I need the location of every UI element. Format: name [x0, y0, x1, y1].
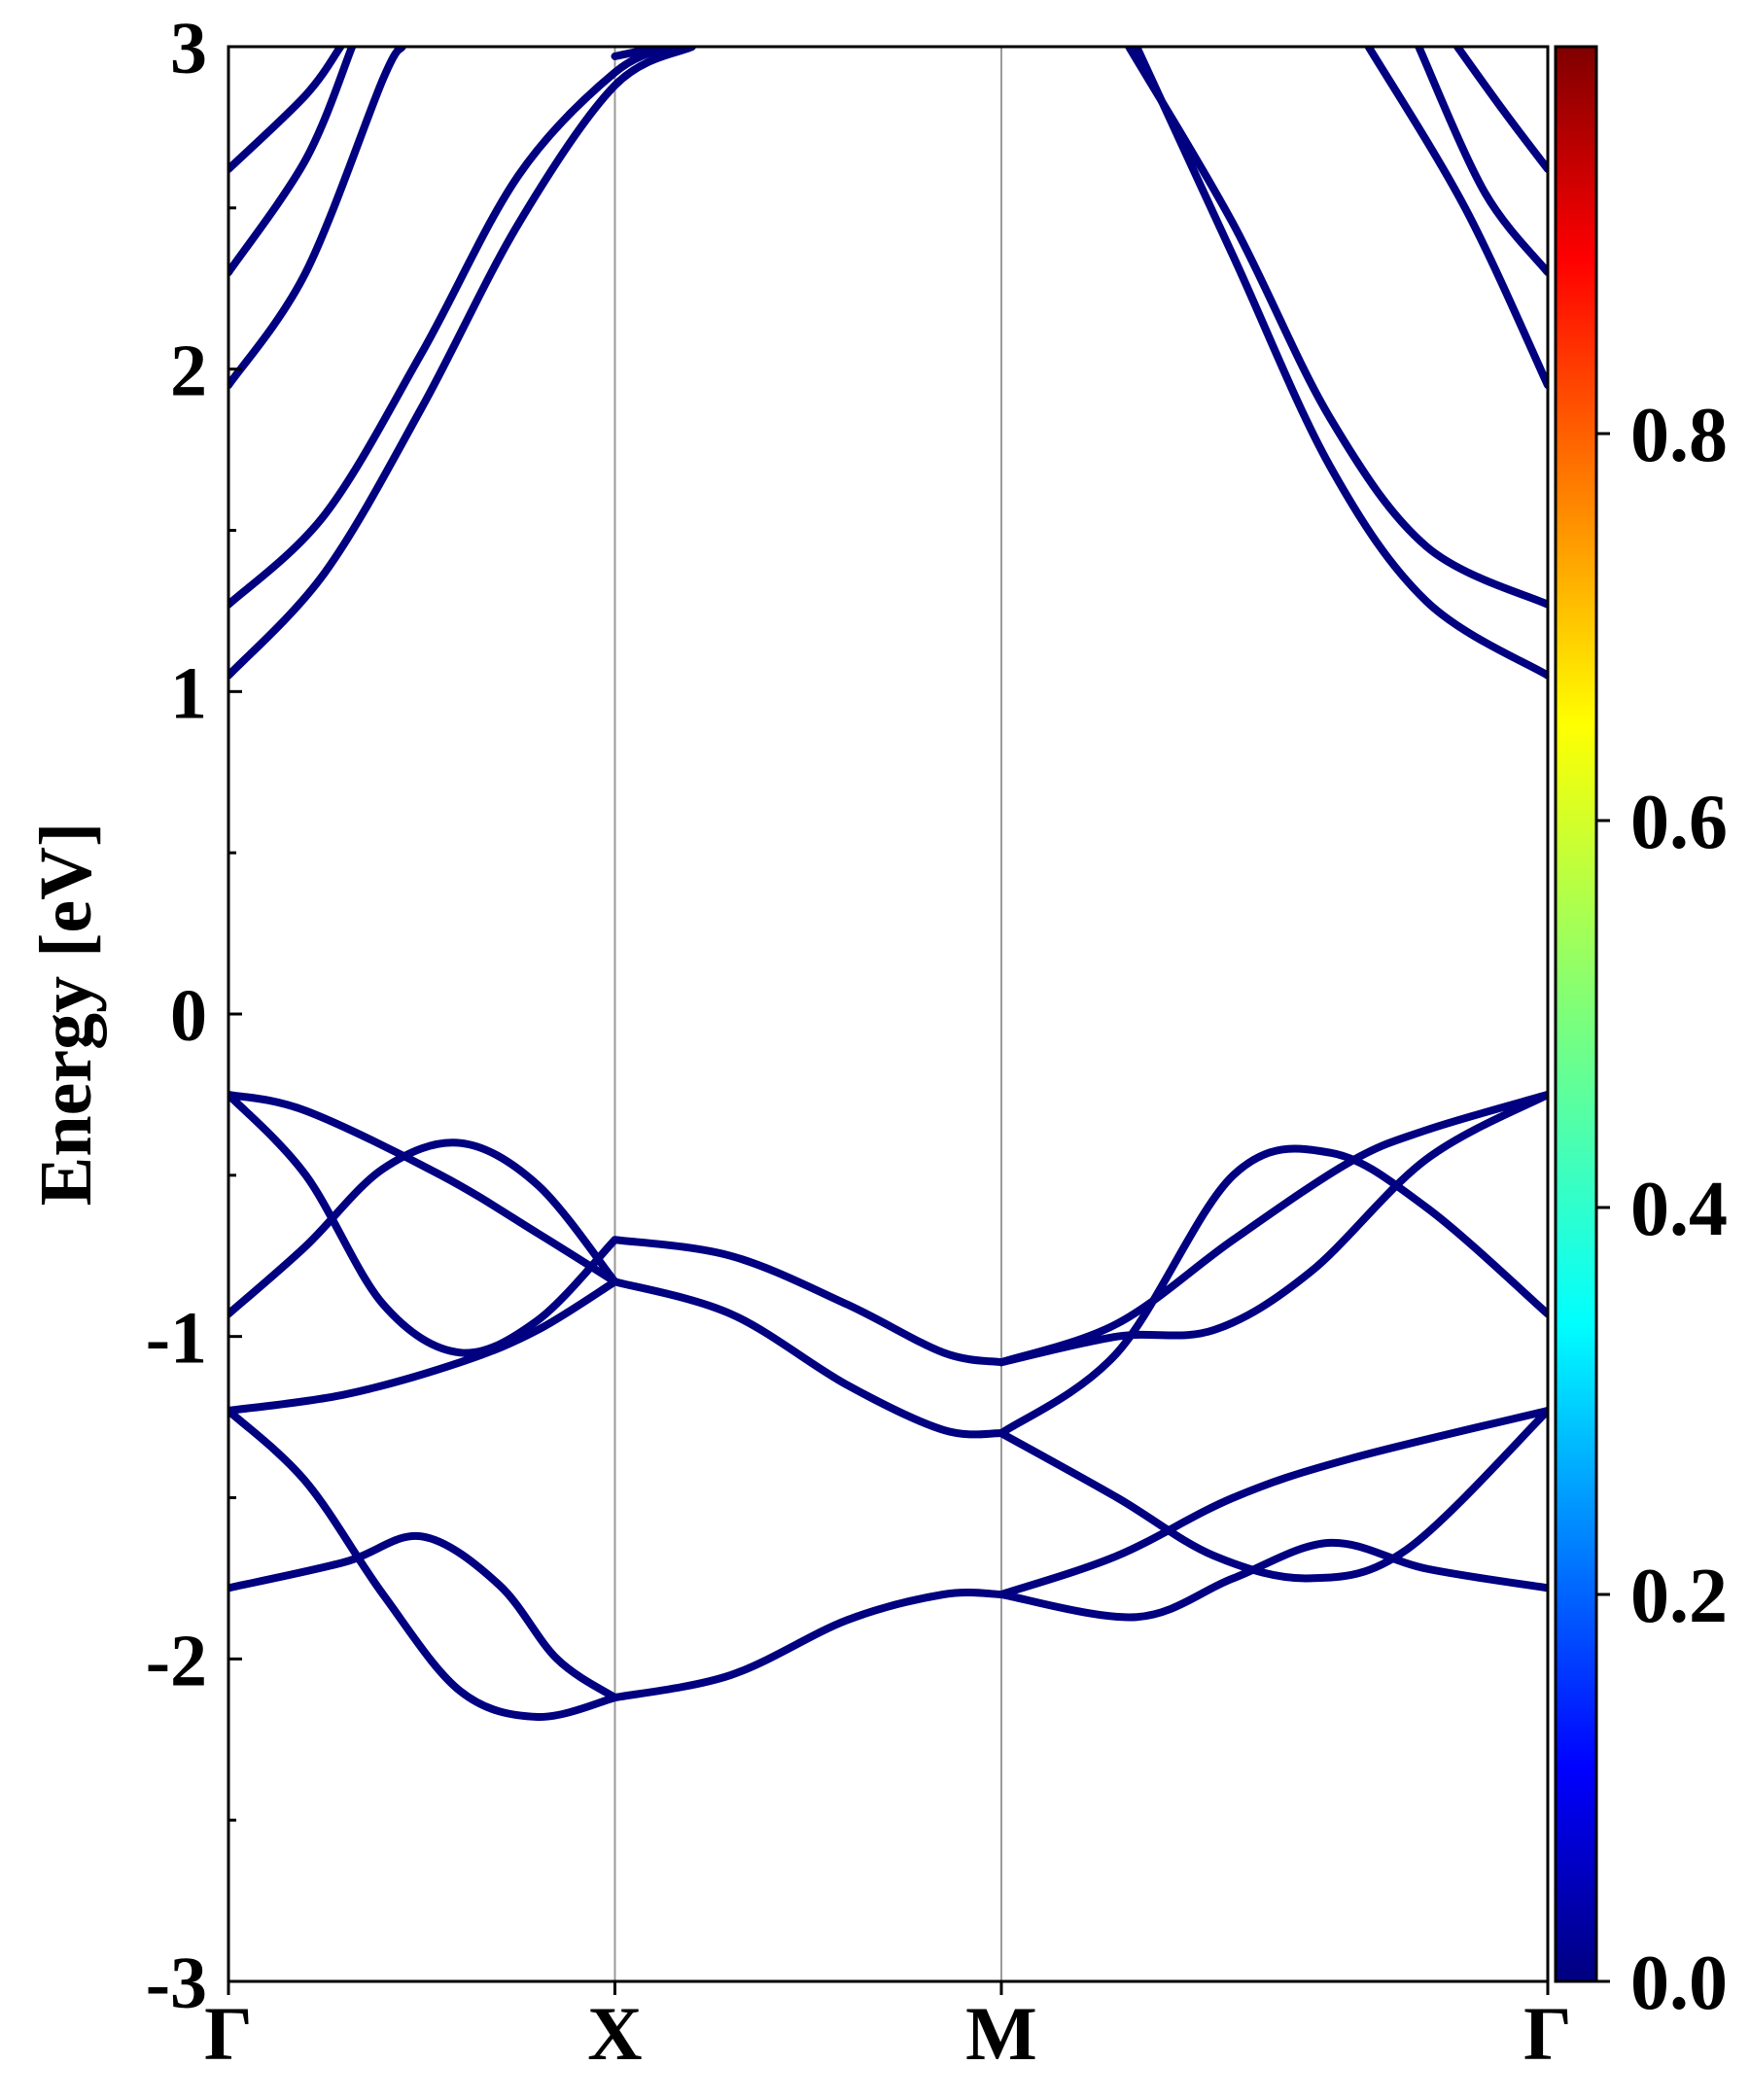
x-tick-label: Γ	[204, 1991, 253, 2076]
colorbar-tick-label: 0.2	[1630, 1554, 1728, 1639]
y-axis-title: Energy [eV]	[25, 822, 107, 1207]
band-line	[611, 1236, 1005, 1367]
band-line	[998, 1538, 1548, 1622]
band-line	[1415, 47, 1548, 277]
y-tick-label: 3	[170, 8, 207, 89]
y-tick-label: -2	[146, 1620, 207, 1701]
band-line	[998, 1090, 1548, 1367]
band-line	[1364, 47, 1548, 390]
y-tick-label: 2	[170, 331, 207, 412]
colorbar-tick-label: 0.6	[1630, 780, 1728, 865]
band-line	[228, 1090, 619, 1357]
band-line	[998, 1090, 1548, 1367]
band-line	[228, 1138, 619, 1318]
y-axis-ticks: -3 -2 -1 0 1 2 3	[146, 8, 242, 2024]
band-line	[228, 1531, 619, 1702]
y-tick-label: 0	[170, 975, 207, 1057]
band-lines	[228, 47, 1548, 1722]
colorbar-tick-label: 0.0	[1630, 1941, 1728, 2026]
band-line	[228, 47, 696, 680]
colorbar-tick-label: 0.8	[1630, 393, 1728, 478]
colorbar-ticks: 0.0 0.2 0.4 0.6 0.8	[1596, 393, 1728, 2026]
band-line	[1453, 47, 1548, 173]
band-line	[611, 1589, 1005, 1702]
band-line	[228, 47, 678, 609]
band-line	[228, 1090, 619, 1286]
x-tick-label: X	[587, 1991, 642, 2076]
band-line	[998, 1407, 1548, 1598]
band-line	[228, 47, 406, 390]
band-line	[228, 47, 345, 173]
colorbar-tick-label: 0.4	[1630, 1167, 1728, 1252]
band-line	[998, 1407, 1548, 1583]
band-line	[998, 1144, 1548, 1438]
x-tick-label: Γ	[1523, 1991, 1572, 2076]
y-tick-label: -1	[146, 1298, 207, 1380]
band-line	[228, 1278, 619, 1415]
kpath-dividers	[613, 47, 1002, 1981]
y-tick-label: 1	[170, 652, 207, 734]
band-line	[611, 1278, 1005, 1439]
colorbar	[1554, 45, 1598, 1983]
x-tick-label: M	[965, 1991, 1037, 2076]
band-line	[1133, 47, 1548, 680]
band-line	[228, 47, 357, 277]
y-tick-label: -3	[146, 1942, 207, 2024]
band-line	[228, 1407, 619, 1722]
band-line	[1125, 47, 1548, 609]
